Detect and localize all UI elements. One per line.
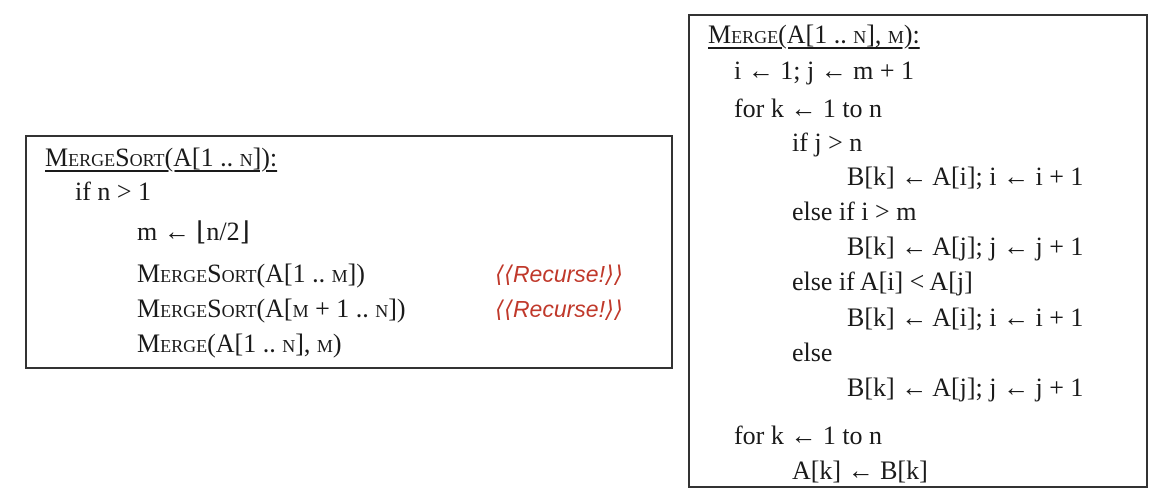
merge-line-1: i ← 1; j ← m + 1: [734, 56, 915, 85]
mergesort-line-3: MergeSort(A[1 .. m]): [137, 259, 365, 288]
mergesort-title: MergeSort(A[1 .. n]):: [45, 143, 278, 172]
merge-line-3: if j > n: [792, 128, 863, 157]
merge-line-8: B[k] ← A[i]; i ← i + 1: [847, 303, 1084, 332]
merge-line-2: for k ← 1 to n: [734, 94, 883, 123]
mergesort-line-2: m ← ⌊n/2⌋: [137, 217, 250, 246]
merge-line-6: B[k] ← A[j]; j ← j + 1: [847, 232, 1084, 261]
merge-line-10: B[k] ← A[j]; j ← j + 1: [847, 373, 1084, 402]
mergesort-box: MergeSort(A[1 .. n]): if n > 1 m ← ⌊n/2⌋…: [25, 135, 673, 369]
merge-line-11: for k ← 1 to n: [734, 421, 883, 450]
merge-box: Merge(A[1 .. n], m): i ← 1; j ← m + 1 fo…: [688, 14, 1148, 488]
mergesort-line-4: MergeSort(A[m + 1 .. n]): [137, 294, 406, 323]
merge-line-12: A[k] ← B[k]: [792, 456, 928, 485]
mergesort-line-5: Merge(A[1 .. n], m): [137, 329, 342, 358]
mergesort-line-1: if n > 1: [75, 177, 152, 206]
merge-line-5: else if i > m: [792, 197, 917, 226]
merge-line-7: else if A[i] < A[j]: [792, 267, 973, 296]
recurse-comment-1: ⟨⟨Recurse!⟩⟩: [495, 261, 623, 287]
merge-line-9: else: [792, 338, 833, 367]
merge-title: Merge(A[1 .. n], m):: [708, 20, 920, 49]
recurse-comment-2: ⟨⟨Recurse!⟩⟩: [495, 296, 623, 322]
merge-line-4: B[k] ← A[i]; i ← i + 1: [847, 162, 1084, 191]
